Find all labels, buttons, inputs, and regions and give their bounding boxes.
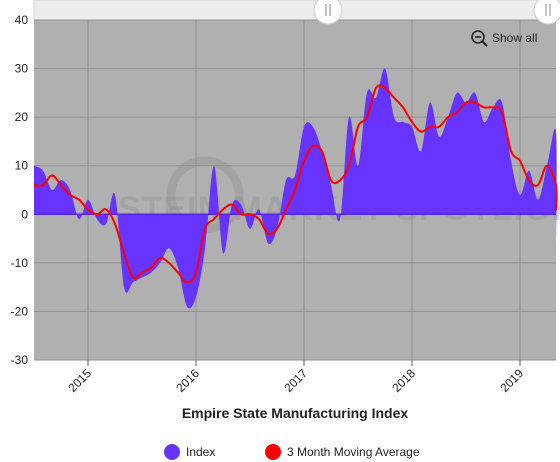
legend-label-moving-average: 3 Month Moving Average (287, 445, 420, 459)
x-tick-label: 2017 (281, 366, 310, 395)
y-tick-label: -30 (11, 353, 29, 367)
navigator-bar[interactable] (33, 0, 557, 21)
y-tick-label: 10 (15, 159, 29, 173)
legend-marker-index (164, 444, 180, 460)
legend-marker-moving-average (265, 444, 281, 460)
x-tick-label: 2016 (173, 366, 202, 395)
y-tick-label: -20 (11, 304, 29, 318)
legend-label-index: Index (186, 445, 215, 459)
navigator-handle-right[interactable] (533, 0, 560, 25)
y-tick-label: 0 (21, 207, 28, 221)
x-tick-label: 2018 (389, 366, 418, 395)
show-all-label: Show all (492, 31, 537, 45)
y-axis: -30 -20 -10 0 10 20 30 40 (11, 13, 29, 367)
y-tick-label: 20 (15, 110, 29, 124)
zoom-out-icon (471, 30, 488, 47)
x-axis-title: Empire State Manufacturing Index (182, 405, 409, 421)
legend: Index 3 Month Moving Average (164, 444, 420, 460)
x-axis: 2015 2016 2017 2018 2019 (65, 360, 526, 395)
y-tick-label: -10 (11, 256, 29, 270)
x-tick-label: 2019 (497, 366, 526, 395)
navigator-handle-left[interactable] (313, 0, 343, 25)
y-tick-label: 30 (15, 62, 29, 76)
legend-item-index[interactable]: Index (164, 444, 215, 460)
show-all-button[interactable]: Show all (464, 26, 548, 50)
y-tick-label: 40 (15, 13, 29, 27)
moving-average-line-series[interactable] (33, 84, 558, 284)
legend-item-moving-average[interactable]: 3 Month Moving Average (265, 444, 420, 460)
x-tick-label: 2015 (65, 366, 94, 395)
